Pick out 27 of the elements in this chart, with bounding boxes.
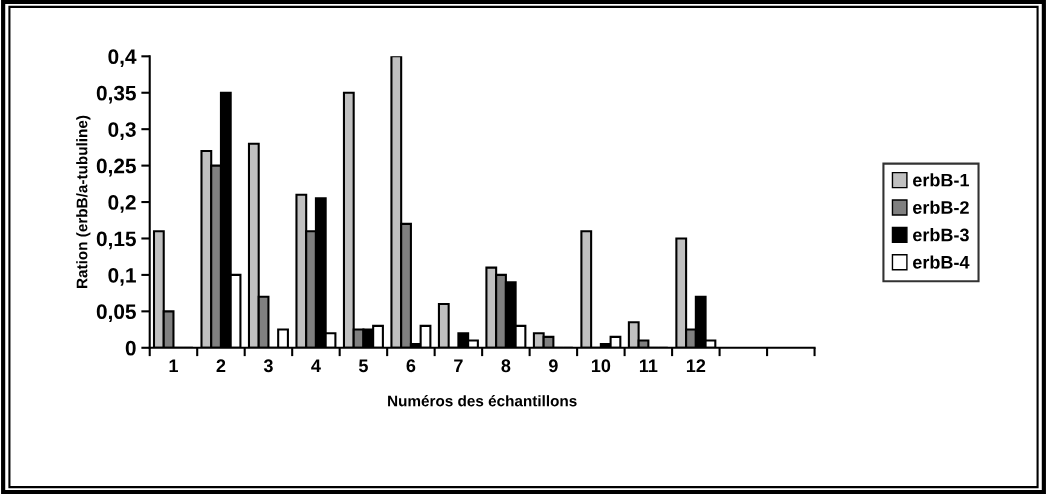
y-tick-label: 0,15 <box>96 231 136 250</box>
x-tick-label: 11 <box>639 359 658 372</box>
x-tick-label: 12 <box>686 359 706 372</box>
x-tick-label: 8 <box>501 359 511 373</box>
x-tick-label: 2 <box>216 359 226 372</box>
x-axis-title: Numéros des échantillons <box>388 395 577 407</box>
y-tick-label: 0,35 <box>96 85 136 104</box>
y-tick-label: 0,25 <box>96 158 136 177</box>
y-tick-label: 0,4 <box>108 49 137 68</box>
x-tick-label: 4 <box>311 359 321 372</box>
y-tick-label: 0,05 <box>96 304 136 323</box>
x-tick-label: 3 <box>263 359 273 373</box>
legend-label: erbB-4 <box>913 255 970 269</box>
legend-label: erbB-1 <box>913 173 970 187</box>
x-tick-label: 7 <box>454 359 463 372</box>
y-tick-label: 0 <box>125 340 136 356</box>
legend-label: erbB-2 <box>913 200 969 214</box>
y-tick-label: 0,1 <box>108 267 136 286</box>
x-tick-label: 6 <box>406 359 416 373</box>
y-tick-label: 0,3 <box>108 122 136 140</box>
legend-label: erbB-3 <box>913 228 969 242</box>
y-axis-title: Ration (erbB/a-tubuline) <box>76 115 91 289</box>
x-tick-label: 1 <box>169 359 178 372</box>
x-tick-label: 5 <box>358 359 368 373</box>
y-tick-label: 0,2 <box>108 195 136 213</box>
x-tick-label: 10 <box>591 359 611 373</box>
x-tick-label: 9 <box>548 359 558 373</box>
